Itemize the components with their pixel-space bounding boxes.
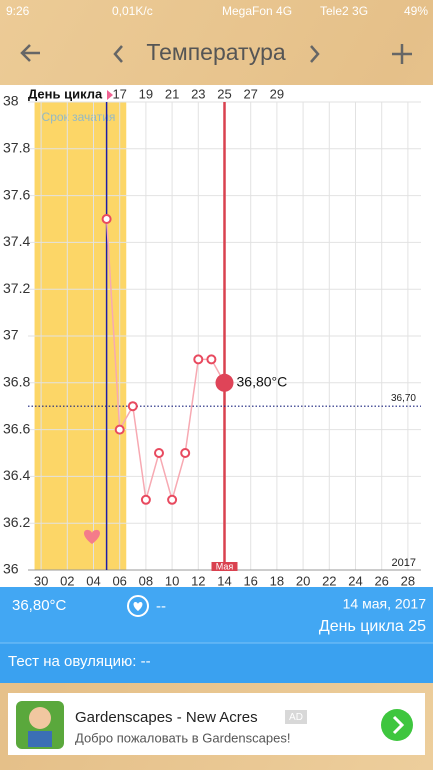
- x-tick-label: 08: [139, 573, 153, 588]
- summary-bar: [0, 587, 433, 643]
- data-point: [206, 354, 217, 365]
- status-time: 9:26: [6, 4, 30, 18]
- year-label: 2017: [392, 557, 416, 569]
- summary-temperature: 36,80°C: [12, 597, 67, 614]
- data-point: [154, 448, 164, 458]
- y-tick-label: 36.2: [3, 514, 30, 530]
- y-tick-label: 36.4: [3, 467, 30, 483]
- y-tick-label: 37.4: [3, 233, 30, 249]
- month-label-bg: [211, 562, 238, 571]
- heart-icon: [133, 602, 143, 611]
- next-button[interactable]: [310, 45, 320, 63]
- x-tick-label: 28: [401, 573, 415, 588]
- x-tick-label: 16: [243, 573, 257, 588]
- x-tick-label: 26: [374, 573, 388, 588]
- ad-title: Gardenscapes - New Acres: [75, 709, 258, 726]
- y-tick-label: 37.6: [3, 186, 30, 202]
- data-point: [167, 494, 178, 505]
- status-battery: 49%: [404, 4, 428, 18]
- x-tick-label: 22: [322, 573, 336, 588]
- x2-tick-label: 19: [139, 86, 153, 101]
- x-tick-label: 20: [296, 573, 310, 588]
- data-point: [193, 354, 204, 365]
- x-tick-label: 24: [348, 573, 362, 588]
- highlight-label: 36,80°C: [237, 374, 288, 390]
- back-button[interactable]: [20, 44, 40, 62]
- chart: Срок зачатия 36 36.2 36.4 36.6 36.8 37 37.2 37.4…: [3, 86, 421, 588]
- y-tick-label: 36.8: [3, 374, 30, 390]
- reference-label: 36,70: [391, 393, 416, 404]
- x-tick-label: 14: [217, 573, 231, 588]
- data-point: [127, 401, 138, 412]
- y-tick-label: 37.2: [3, 280, 30, 296]
- status-carrier: Tele2 3G: [320, 4, 368, 18]
- x2-tick-label: 25: [217, 86, 231, 101]
- highlight-point: [215, 373, 234, 392]
- summary-date: 14 мая, 2017: [343, 596, 427, 612]
- ad-card[interactable]: [8, 693, 425, 755]
- month-label: Мая: [216, 561, 234, 571]
- x2-tick-label: 21: [165, 86, 179, 101]
- x-axis-title: День цикла: [28, 86, 103, 101]
- y-tick-label: 37: [3, 327, 19, 343]
- x2-tick-label: 23: [191, 86, 205, 101]
- x-tick-label: 02: [60, 573, 74, 588]
- y-tick-label: 38: [3, 93, 19, 109]
- summary-mark: --: [156, 598, 166, 615]
- x-tick-label: 04: [86, 573, 100, 588]
- x2-tick-label: 17: [112, 86, 126, 101]
- series-line: [105, 218, 226, 503]
- ad-badge-bg: [285, 710, 307, 724]
- y-tick-label: 36.6: [3, 420, 30, 436]
- ad-text: Добро пожаловать в Gardenscapes!: [75, 730, 290, 745]
- flag-icon: [107, 90, 113, 100]
- ad-button[interactable]: [381, 709, 413, 741]
- ad-button-arrow: [392, 715, 405, 735]
- data-point: [114, 424, 125, 435]
- x2-tick-label: 27: [243, 86, 257, 101]
- fertile-window-label: Срок зачатия: [42, 110, 116, 124]
- ovulation-bar[interactable]: [0, 643, 433, 683]
- ad-icon-body: [28, 731, 52, 747]
- data-point: [101, 214, 112, 224]
- ad-badge: AD: [289, 712, 303, 723]
- data-point: [140, 494, 151, 505]
- x-tick-label: 12: [191, 573, 205, 588]
- y-tick-label: 36: [3, 561, 19, 577]
- summary-cycle-day: День цикла 25: [319, 618, 426, 635]
- x-tick-label: 30: [34, 573, 48, 588]
- ad-icon-face: [29, 707, 51, 729]
- data-point: [180, 448, 191, 458]
- status-carrier: MegaFon 4G: [222, 4, 292, 18]
- x-tick-label: 18: [270, 573, 284, 588]
- x-tick-label: 06: [112, 573, 126, 588]
- prev-button[interactable]: [113, 45, 123, 63]
- toolbar-title: Температура: [146, 39, 286, 65]
- x2-tick-label: 29: [270, 86, 284, 101]
- add-button[interactable]: [392, 44, 412, 64]
- status-speed: 0,01K/c: [112, 4, 153, 18]
- mark-icon[interactable]: [127, 595, 149, 617]
- x-tick-label: 10: [165, 573, 179, 588]
- y-tick-label: 37.8: [3, 140, 30, 156]
- ovulation-test: Тест на овуляцию: --: [8, 653, 151, 670]
- heart-icon: [84, 529, 100, 544]
